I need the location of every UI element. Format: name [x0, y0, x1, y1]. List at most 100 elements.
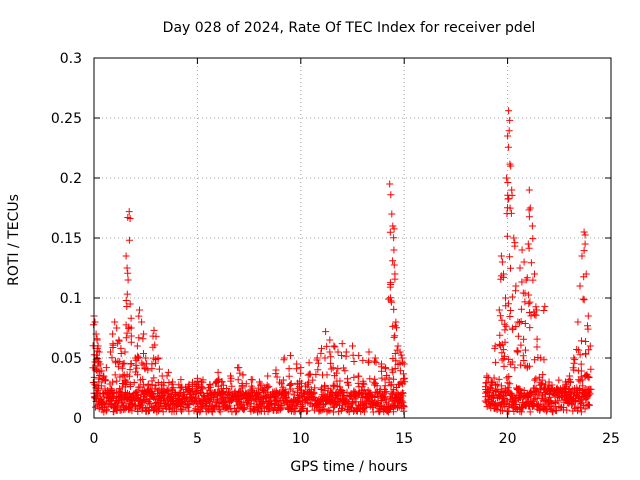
data-point: [389, 257, 397, 265]
data-point: [217, 385, 225, 393]
data-point: [391, 270, 399, 278]
data-point: [312, 371, 320, 378]
data-point: [150, 374, 158, 382]
data-point: [525, 186, 533, 194]
data-point-band: [361, 399, 369, 407]
data-point: [126, 366, 134, 374]
data-point: [501, 320, 509, 328]
data-point: [540, 388, 548, 396]
data-point: [117, 350, 125, 357]
y-axis-title: ROTI / TECUs: [6, 194, 22, 286]
data-point: [355, 352, 363, 360]
data-point: [581, 231, 589, 239]
data-point-band: [543, 406, 551, 414]
data-point: [533, 343, 541, 351]
data-point: [578, 337, 585, 345]
data-point-band: [549, 408, 557, 416]
data-point: [165, 389, 173, 397]
data-point-band: [349, 399, 357, 407]
data-point-band: [289, 387, 297, 395]
data-point: [506, 253, 514, 261]
data-point: [248, 384, 256, 392]
data-point-band: [582, 396, 590, 404]
data-point: [280, 356, 288, 364]
data-point: [393, 346, 401, 354]
data-point: [176, 384, 184, 392]
data-point: [139, 375, 147, 383]
data-point: [338, 387, 346, 394]
data-point: [123, 264, 131, 272]
data-point: [525, 213, 533, 221]
data-point: [163, 372, 171, 380]
data-point: [228, 382, 236, 390]
data-point: [158, 384, 166, 392]
data-point: [262, 384, 270, 392]
data-point: [213, 377, 221, 385]
data-point-band: [130, 379, 138, 386]
data-point: [322, 328, 330, 336]
data-point: [164, 368, 172, 376]
data-point: [122, 297, 130, 304]
data-point-band: [362, 403, 370, 411]
data-point-band: [330, 403, 338, 411]
data-point: [510, 234, 518, 242]
data-point: [509, 326, 517, 334]
data-point: [144, 380, 152, 388]
data-point: [354, 372, 362, 380]
data-point: [272, 389, 280, 396]
x-tick-label: 25: [602, 431, 620, 447]
data-point-band: [275, 397, 283, 405]
data-point: [507, 209, 515, 217]
data-point: [394, 342, 402, 350]
data-point: [115, 337, 123, 345]
data-point: [154, 355, 162, 363]
data-point: [118, 364, 126, 372]
data-point: [144, 366, 152, 374]
data-point: [582, 338, 590, 345]
data-point: [350, 358, 358, 365]
data-point-band: [309, 376, 317, 384]
data-point: [125, 208, 133, 216]
data-point-band: [497, 388, 505, 396]
data-point: [503, 232, 511, 240]
data-point: [257, 380, 265, 388]
data-point: [371, 354, 379, 362]
data-point: [380, 386, 388, 393]
data-point: [518, 278, 526, 286]
data-point: [535, 373, 543, 381]
data-point: [122, 390, 130, 398]
data-point: [521, 289, 529, 297]
data-point-band: [581, 405, 589, 413]
data-point: [154, 379, 162, 386]
data-point: [566, 378, 574, 386]
data-point: [109, 330, 117, 338]
data-point: [506, 204, 514, 212]
data-point: [498, 349, 506, 357]
data-point-band: [250, 405, 258, 413]
data-point: [127, 332, 135, 340]
data-point: [561, 390, 569, 398]
data-point: [507, 264, 514, 272]
data-point: [574, 318, 582, 326]
data-point: [239, 371, 247, 379]
y-tick-label: 0.15: [51, 231, 82, 247]
data-point: [392, 357, 400, 365]
data-point: [533, 306, 541, 314]
data-point: [496, 331, 504, 339]
y-tick-label: 0.25: [51, 111, 82, 127]
data-point: [359, 356, 367, 364]
data-point: [95, 348, 103, 356]
data-point: [147, 385, 155, 393]
data-point: [516, 318, 523, 326]
data-point: [537, 385, 545, 393]
data-point: [142, 354, 150, 362]
data-point: [126, 383, 134, 390]
data-point: [501, 338, 509, 346]
data-point: [350, 388, 358, 396]
data-point: [135, 353, 143, 361]
data-point: [507, 307, 515, 314]
data-point: [111, 371, 119, 379]
data-point: [527, 312, 535, 320]
data-point: [125, 372, 133, 380]
data-point: [272, 370, 280, 378]
